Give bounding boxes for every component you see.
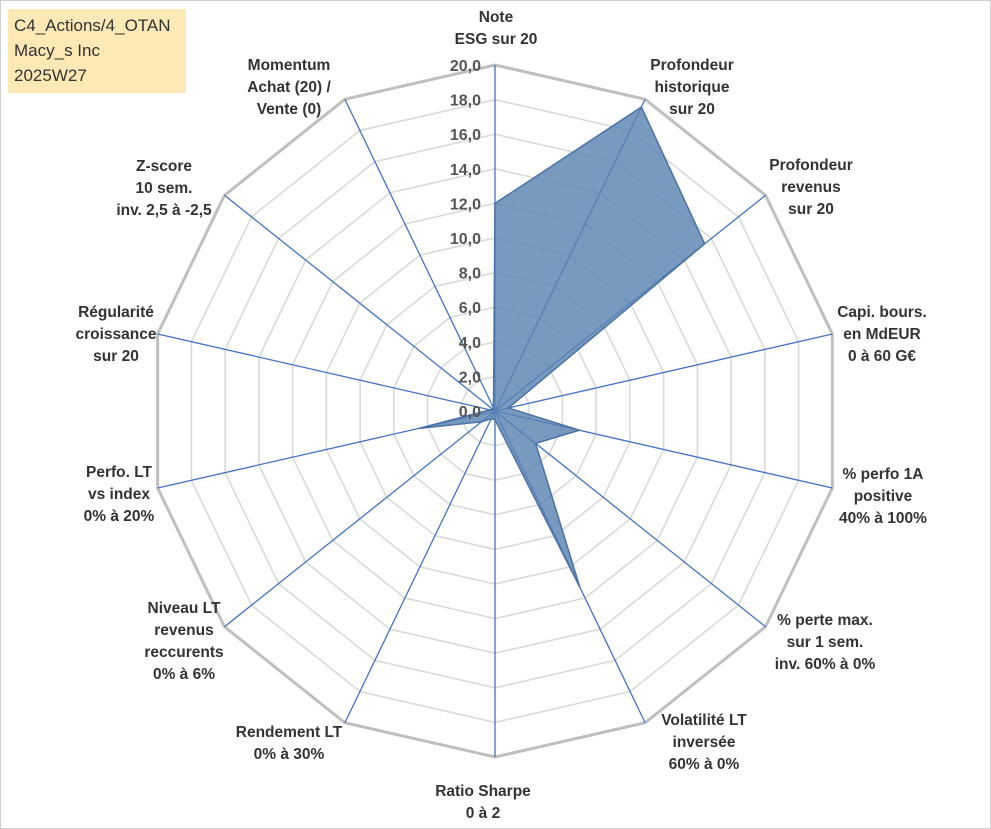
- axis-label-line: reccurents: [144, 644, 223, 661]
- axis-label-line: Achat (20) /: [247, 79, 331, 96]
- axis-label: Volatilité LT inversée 60% à 0%: [661, 712, 747, 773]
- axis-label-line: Vente (0): [257, 101, 322, 118]
- axis-label-line: 0 à 60 G€: [848, 348, 916, 365]
- axis-label: Perfo. LT vs index 0% à 20%: [84, 464, 155, 525]
- axis-label-line: Z-score: [136, 158, 192, 175]
- axis-label-line: Ratio Sharpe: [435, 783, 531, 800]
- info-company: Macy_s Inc: [14, 41, 100, 60]
- axis-label: Capi. bours. en MdEUR 0 à 60 G€: [837, 304, 927, 365]
- axis-label-line: historique: [655, 79, 730, 96]
- axis-label: Profondeur historique sur 20: [650, 57, 734, 118]
- axis-label-line: sur 20: [788, 201, 834, 218]
- axis-label: Ratio Sharpe 0 à 2: [435, 783, 531, 822]
- axis-label-line: ESG sur 20: [455, 31, 538, 48]
- axis-label-line: Profondeur: [650, 57, 734, 74]
- axis-label: Niveau LT revenus reccurents 0% à 6%: [144, 600, 223, 683]
- axis-label-line: revenus: [781, 179, 840, 196]
- tick-label: 10,0: [450, 231, 481, 248]
- axis-line: [344, 410, 496, 724]
- tick-label: 0,0: [459, 404, 481, 421]
- axis-label: Rendement LT 0% à 30%: [236, 724, 343, 763]
- axis-label-line: Régularité: [78, 304, 154, 321]
- axis-label-line: Volatilité LT: [661, 712, 747, 729]
- axis-label-line: 0 à 2: [466, 805, 500, 822]
- axis-label-line: sur 20: [93, 348, 139, 365]
- axis-label-line: Note: [479, 9, 514, 26]
- axis-label-line: 0% à 30%: [254, 746, 325, 763]
- axis-line: [494, 410, 766, 628]
- axis-line: [494, 333, 833, 412]
- axis-label-line: 40% à 100%: [839, 510, 927, 527]
- axis-label-line: inversée: [673, 734, 736, 751]
- axis-label-line: % perfo 1A: [843, 466, 924, 483]
- axis-label: % perte max. sur 1 sem. inv. 60% à 0%: [775, 612, 876, 673]
- axis-label-line: % perte max.: [777, 612, 873, 629]
- data-area: [418, 105, 706, 588]
- tick-label: 6,0: [459, 300, 481, 317]
- tick-label: 8,0: [459, 266, 481, 283]
- axis-label-line: Profondeur: [769, 157, 853, 174]
- axis-label-line: Niveau LT: [148, 600, 221, 617]
- info-category: C4_Actions/4_OTAN: [14, 16, 171, 35]
- info-box: C4_Actions/4_OTAN Macy_s Inc 2025W27: [8, 9, 186, 93]
- axis-label: Momentum Achat (20) / Vente (0): [247, 57, 331, 118]
- axis-label-line: sur 20: [669, 101, 715, 118]
- axis-line: [344, 98, 496, 412]
- axis-label: % perfo 1A positive 40% à 100%: [839, 466, 927, 527]
- axis-label-line: inv. 60% à 0%: [775, 656, 876, 673]
- tick-label: 18,0: [450, 93, 481, 110]
- tick-label: 2,0: [459, 369, 481, 386]
- axis-label-line: croissance: [76, 326, 157, 343]
- axis-label-line: 0% à 20%: [84, 508, 155, 525]
- axis-label-line: Perfo. LT: [86, 464, 153, 481]
- axis-line: [224, 194, 496, 412]
- axis-line: [224, 410, 496, 628]
- axis-label: Profondeur revenus sur 20: [769, 157, 853, 218]
- tick-label: 4,0: [459, 335, 481, 352]
- info-week: 2025W27: [14, 66, 87, 85]
- axis-label-line: en MdEUR: [843, 326, 921, 343]
- axis-label-line: Capi. bours.: [837, 304, 927, 321]
- tick-label: 14,0: [450, 162, 481, 179]
- axis-label-line: sur 1 sem.: [787, 634, 864, 651]
- axis-label-line: vs index: [88, 486, 150, 503]
- axis-label: Z-score 10 sem. inv. 2,5 à -2,5: [116, 158, 212, 219]
- axis-label-line: 60% à 0%: [669, 756, 740, 773]
- tick-label: 16,0: [450, 127, 481, 144]
- tick-label: 20,0: [450, 58, 481, 75]
- tick-label: 12,0: [450, 196, 481, 213]
- axis-label: Note ESG sur 20: [455, 9, 538, 48]
- axis-label-line: 10 sem.: [136, 180, 193, 197]
- axis-line: [157, 333, 496, 412]
- axis-label-line: 0% à 6%: [153, 666, 215, 683]
- axis-label-line: Rendement LT: [236, 724, 343, 741]
- axis-label-line: inv. 2,5 à -2,5: [116, 202, 212, 219]
- axis-label-line: revenus: [154, 622, 213, 639]
- axis-label: Régularité croissance sur 20: [76, 304, 157, 365]
- axis-label-line: positive: [854, 488, 913, 505]
- axis-label-line: Momentum: [248, 57, 331, 74]
